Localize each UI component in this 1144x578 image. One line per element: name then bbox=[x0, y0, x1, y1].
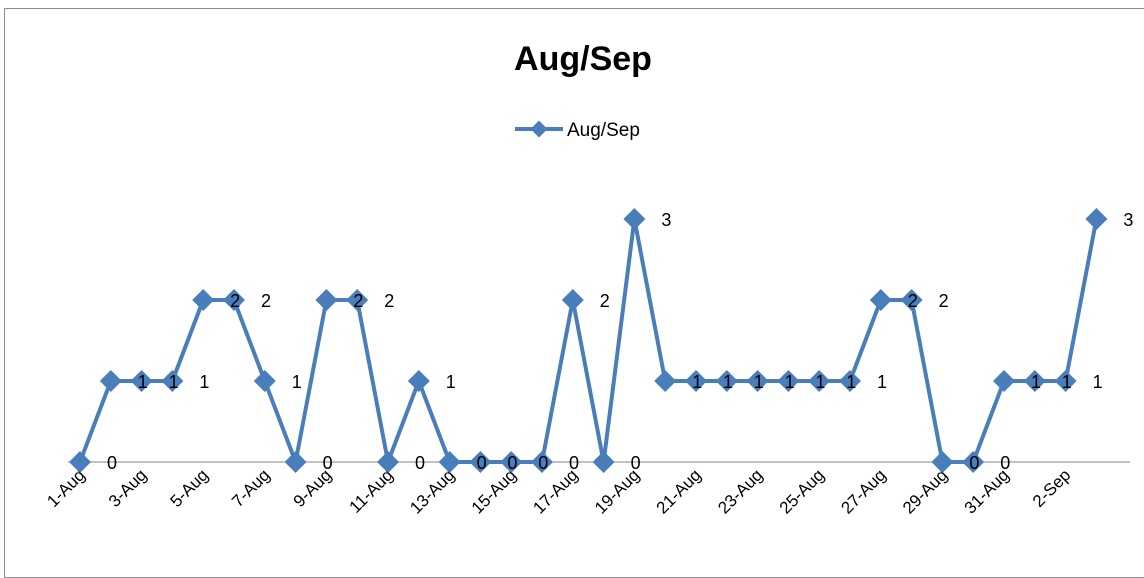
data-point-marker bbox=[531, 451, 553, 473]
data-label: 2 bbox=[939, 291, 949, 311]
x-tick-label: 31-Aug bbox=[961, 465, 1013, 517]
data-label: 1 bbox=[692, 372, 702, 392]
data-point-marker bbox=[284, 451, 307, 473]
data-label: 2 bbox=[353, 291, 363, 311]
data-point-marker bbox=[223, 289, 245, 311]
data-label: 1 bbox=[1031, 372, 1041, 392]
data-label: 0 bbox=[569, 453, 579, 473]
data-point-marker bbox=[931, 451, 954, 473]
x-tick-label: 1-Aug bbox=[43, 465, 89, 511]
series-markers bbox=[69, 208, 1108, 473]
data-point-marker bbox=[592, 451, 615, 473]
data-label: 2 bbox=[384, 291, 394, 311]
data-point-marker bbox=[1085, 208, 1108, 230]
data-label: 1 bbox=[169, 372, 179, 392]
data-label: 1 bbox=[846, 372, 856, 392]
data-point-marker bbox=[1023, 370, 1046, 392]
data-point-marker bbox=[438, 451, 461, 473]
x-axis-tick-labels: 1-Aug 3-Aug 5-Aug 7-Aug 9-Aug 11-Aug 13-Aug 15-… bbox=[43, 465, 1074, 517]
data-point-marker bbox=[500, 451, 523, 473]
data-point-marker bbox=[377, 451, 399, 473]
data-point-marker bbox=[69, 451, 91, 473]
series-aug-sep bbox=[78, 217, 1099, 464]
data-label: 3 bbox=[1123, 210, 1133, 230]
data-label: 3 bbox=[661, 210, 671, 230]
data-point-marker bbox=[192, 289, 215, 311]
data-point-marker bbox=[99, 370, 122, 392]
data-point-marker bbox=[962, 451, 985, 473]
data-label: 0 bbox=[477, 453, 487, 473]
x-tick-label: 21-Aug bbox=[653, 465, 705, 517]
legend-entry: Aug/Sep bbox=[567, 120, 640, 141]
data-label: 1 bbox=[1062, 372, 1072, 392]
x-tick-label: 11-Aug bbox=[346, 465, 397, 516]
data-point-marker bbox=[161, 370, 184, 392]
data-label: 1 bbox=[815, 372, 825, 392]
chart-title: Aug/Sep bbox=[514, 40, 652, 78]
data-label: 1 bbox=[785, 372, 795, 392]
data-point-marker bbox=[469, 451, 492, 473]
data-label: 1 bbox=[723, 372, 733, 392]
x-tick-label: 29-Aug bbox=[899, 465, 951, 517]
data-label: 0 bbox=[107, 453, 117, 473]
data-label: 1 bbox=[1093, 372, 1103, 392]
data-point-marker bbox=[130, 370, 153, 392]
data-point-marker bbox=[253, 370, 276, 392]
data-label: 1 bbox=[199, 372, 209, 392]
data-point-marker bbox=[315, 289, 338, 311]
data-label: 0 bbox=[969, 453, 979, 473]
data-label: 0 bbox=[631, 453, 641, 473]
data-point-marker bbox=[407, 370, 430, 392]
data-label: 1 bbox=[877, 372, 887, 392]
data-point-marker bbox=[869, 289, 892, 311]
x-tick-label: 5-Aug bbox=[167, 465, 213, 511]
data-point-marker bbox=[685, 370, 707, 392]
data-label: 0 bbox=[507, 453, 517, 473]
data-label: 0 bbox=[538, 453, 548, 473]
x-tick-label: 23-Aug bbox=[714, 465, 766, 517]
data-point-marker bbox=[561, 289, 584, 311]
data-label: 2 bbox=[230, 291, 240, 311]
data-point-marker bbox=[808, 370, 831, 392]
x-tick-label: 7-Aug bbox=[228, 465, 274, 511]
data-point-marker bbox=[654, 370, 677, 392]
data-label: 2 bbox=[261, 291, 271, 311]
data-label: 1 bbox=[754, 372, 764, 392]
data-label: 0 bbox=[1000, 453, 1010, 473]
x-tick-label: 13-Aug bbox=[406, 465, 458, 517]
data-label: 2 bbox=[908, 291, 918, 311]
series-line bbox=[78, 217, 1099, 464]
legend: Aug/Sep bbox=[515, 120, 640, 141]
legend-diamond-marker bbox=[530, 120, 548, 138]
data-point-marker bbox=[1054, 370, 1077, 392]
data-label: 1 bbox=[138, 372, 148, 392]
data-point-marker bbox=[993, 370, 1015, 392]
data-label: 1 bbox=[446, 372, 456, 392]
data-label: 1 bbox=[292, 372, 302, 392]
x-tick-label: 27-Aug bbox=[837, 465, 889, 517]
data-point-marker bbox=[777, 370, 800, 392]
x-tick-label: 17-Aug bbox=[529, 465, 581, 517]
data-label: 0 bbox=[415, 453, 425, 473]
data-point-marker bbox=[746, 370, 769, 392]
x-tick-label: 2-Sep bbox=[1029, 465, 1075, 511]
data-point-marker bbox=[623, 208, 646, 230]
x-tick-label: 19-Aug bbox=[591, 465, 643, 517]
data-point-marker bbox=[839, 370, 861, 392]
data-point-marker bbox=[715, 370, 738, 392]
x-tick-label: 25-Aug bbox=[776, 465, 828, 517]
data-label: 2 bbox=[600, 291, 610, 311]
x-tick-label: 15-Aug bbox=[468, 465, 520, 517]
data-point-marker bbox=[900, 289, 923, 311]
data-point-marker bbox=[346, 289, 369, 311]
data-label: 0 bbox=[323, 453, 333, 473]
